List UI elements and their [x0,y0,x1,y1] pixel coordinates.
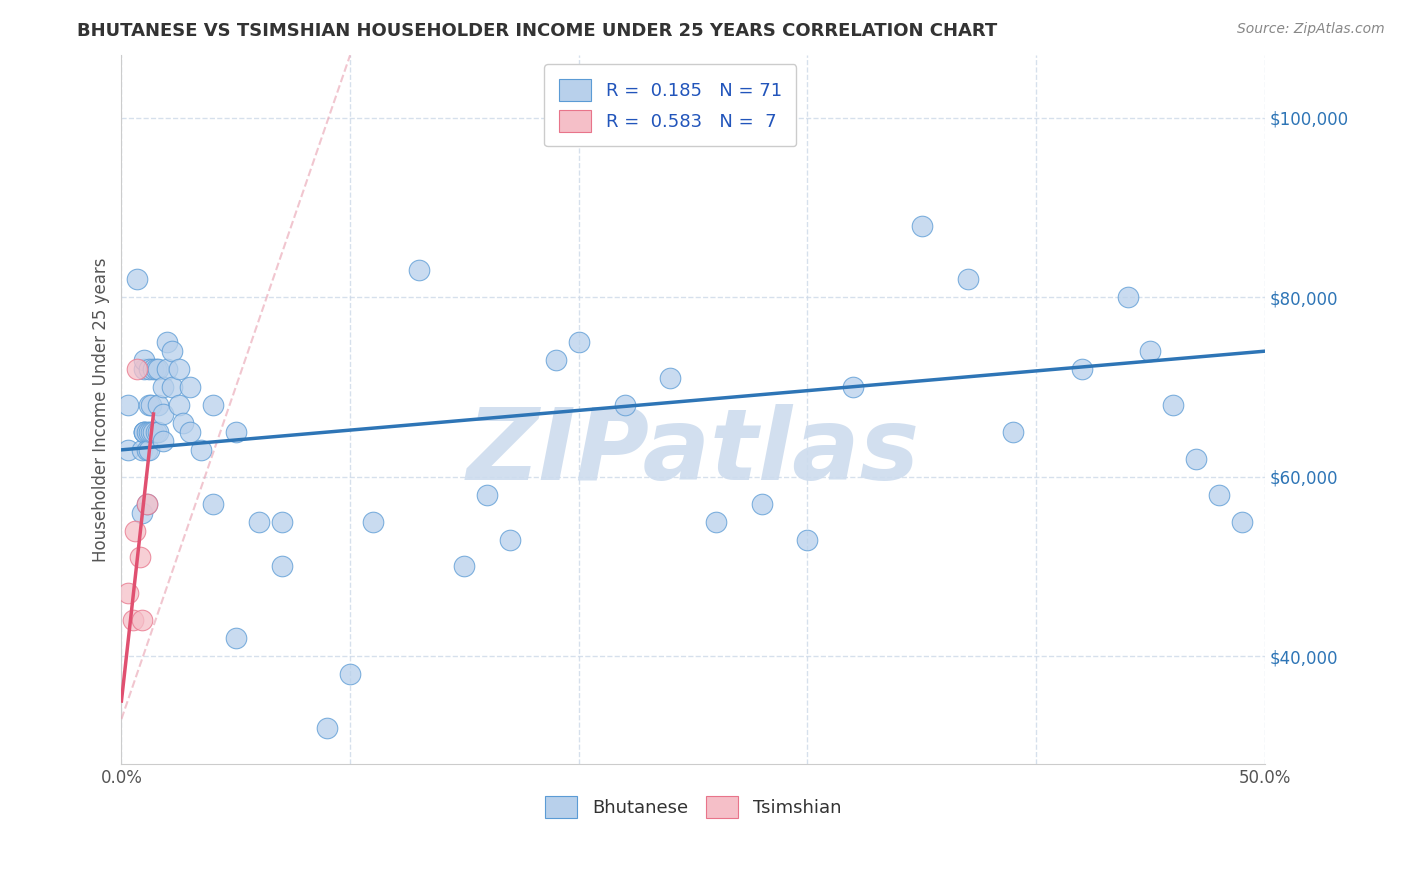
Point [225,425,247,439]
Point [361,515,384,529]
Point [134,425,156,439]
Point [142,425,165,439]
Text: Source: ZipAtlas.com: Source: ZipAtlas.com [1237,22,1385,37]
Point [141,398,163,412]
Point [135,497,157,511]
Point [134,353,156,368]
Legend: Bhutanese, Tsimshian: Bhutanese, Tsimshian [537,789,849,826]
Point [156,335,179,350]
Point [146,398,169,412]
Point [1116,290,1139,304]
Point [201,497,224,511]
Point [544,353,567,368]
Point [160,380,183,394]
Point [1230,515,1253,529]
Point [131,613,153,627]
Point [124,524,146,538]
Point [568,335,591,350]
Point [138,398,160,412]
Point [842,380,865,394]
Point [117,398,139,412]
Point [141,425,163,439]
Point [911,219,934,233]
Point [1185,451,1208,466]
Point [152,434,174,448]
Point [704,515,727,529]
Point [1139,344,1161,359]
Point [190,442,212,457]
Point [499,533,522,547]
Point [160,344,183,359]
Point [1208,488,1230,502]
Point [152,380,174,394]
Point [145,362,167,376]
Point [131,506,153,520]
Point [134,425,156,439]
Point [117,586,139,600]
Text: ZIPatlas: ZIPatlas [467,403,920,500]
Y-axis label: Householder Income Under 25 years: Householder Income Under 25 years [93,257,110,562]
Point [167,362,190,376]
Text: BHUTANESE VS TSIMSHIAN HOUSEHOLDER INCOME UNDER 25 YEARS CORRELATION CHART: BHUTANESE VS TSIMSHIAN HOUSEHOLDER INCOM… [77,22,998,40]
Point [135,425,157,439]
Point [135,442,157,457]
Point [201,398,224,412]
Point [172,416,194,430]
Point [316,721,339,735]
Point [1002,425,1025,439]
Point [142,362,165,376]
Point [477,488,499,502]
Point [138,442,160,457]
Point [751,497,773,511]
Point [225,632,247,646]
Point [659,371,682,385]
Point [179,425,201,439]
Point [796,533,818,547]
Point [122,613,145,627]
Point [127,362,149,376]
Point [117,442,139,457]
Point [453,559,475,574]
Point [134,362,156,376]
Point [156,362,179,376]
Point [270,515,292,529]
Point [1163,398,1185,412]
Point [146,362,169,376]
Point [152,407,174,421]
Point [138,362,160,376]
Point [146,425,169,439]
Point [128,550,150,565]
Point [339,667,361,681]
Point [956,272,979,286]
Point [127,272,149,286]
Point [1070,362,1092,376]
Point [247,515,270,529]
Point [408,263,430,277]
Point [145,425,167,439]
Point [134,425,156,439]
Point [138,425,160,439]
Point [131,442,153,457]
Point [270,559,292,574]
Point [167,398,190,412]
Point [179,380,201,394]
Point [135,497,157,511]
Point [613,398,636,412]
